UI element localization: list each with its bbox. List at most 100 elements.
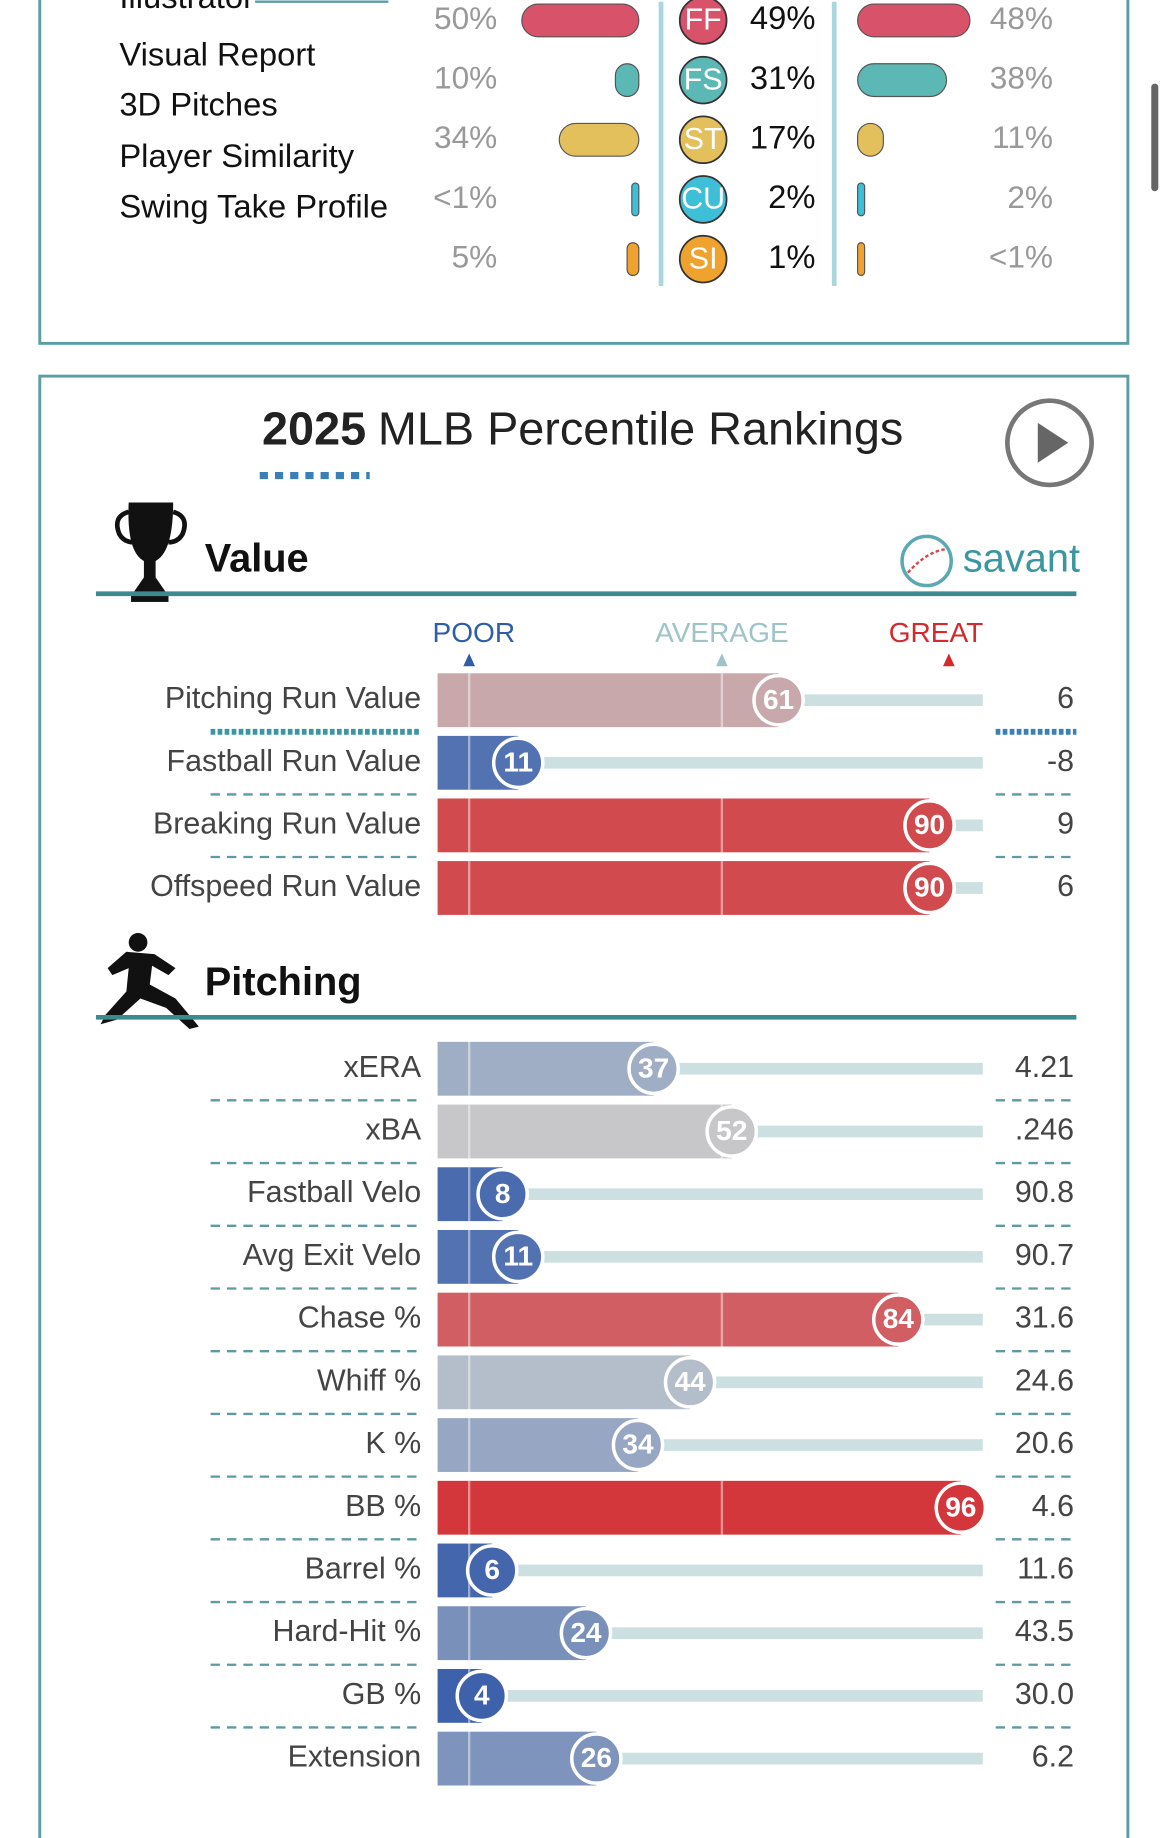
percentile-value: 61 (763, 684, 794, 715)
pitch-badge (678, 55, 728, 105)
percentile-bar (437, 1355, 691, 1410)
track (653, 1062, 983, 1075)
track (731, 1125, 983, 1138)
play-button[interactable] (1005, 398, 1094, 488)
metric-label: xERA (343, 1050, 421, 1084)
usage-left-label: 34% (434, 119, 497, 155)
metric-label: Fastball Run Value (167, 744, 422, 778)
pitch-usage: 17% (750, 118, 816, 155)
track (481, 1690, 983, 1702)
percentile-circle (455, 1669, 509, 1723)
metric-label: Extension (288, 1740, 422, 1774)
section-title: Value (205, 536, 309, 580)
track (690, 1376, 983, 1389)
percentile-bar (437, 861, 930, 915)
usage-left-bar (614, 63, 640, 98)
track (518, 1251, 983, 1263)
metric-label: BB % (345, 1489, 421, 1523)
percentile-circle (559, 1606, 613, 1660)
scale-label: POOR (433, 617, 516, 648)
metric-label: Hard-Hit % (273, 1614, 422, 1648)
scale-arrow (716, 653, 728, 667)
pitcher-icon (100, 933, 199, 1029)
percentile-value: 96 (945, 1491, 976, 1522)
usage-left-bar (558, 122, 640, 157)
metric-label: Avg Exit Velo (243, 1238, 422, 1272)
percentile-value: 44 (674, 1366, 706, 1397)
metric-label: Whiff % (317, 1363, 421, 1397)
percentile-circle (476, 1167, 529, 1221)
stat-value: 9 (1057, 806, 1074, 840)
menu-item[interactable]: 3D Pitches (119, 86, 277, 123)
track (585, 1627, 983, 1640)
stat-value: 30.0 (1015, 1677, 1074, 1711)
usage-left-bar (626, 242, 640, 277)
menu-item[interactable]: Swing Take Profile (119, 187, 388, 224)
rankings-title: 2025 MLB Percentile Rankings (262, 403, 903, 455)
pitch-code: CU (681, 182, 725, 216)
pitch-badge (678, 0, 728, 45)
usage-left-bar (521, 3, 640, 38)
percentile-circle (752, 673, 805, 727)
stat-value: 90.8 (1015, 1175, 1074, 1209)
pitch-code: FS (684, 62, 723, 96)
percentile-value: 52 (716, 1115, 747, 1146)
rankings-card (38, 374, 1130, 1838)
brand: savant (963, 536, 1080, 580)
percentile-circle (903, 799, 956, 852)
usage-right-label: 48% (990, 0, 1053, 36)
percentile-value: 90 (914, 872, 945, 903)
usage-right-bar (857, 63, 948, 98)
percentile-circle (872, 1293, 925, 1346)
menu-item[interactable]: Visual Report (119, 35, 315, 72)
percentile-circle (627, 1042, 680, 1096)
menu-item[interactable]: Player Similarity (119, 137, 354, 174)
scrollbar[interactable] (1151, 83, 1159, 192)
usage-left-label: 10% (434, 59, 497, 95)
play-icon (1037, 422, 1069, 463)
percentile-circle (934, 1481, 988, 1535)
usage-right-bar (857, 122, 884, 157)
track (929, 882, 983, 894)
stat-value: 31.6 (1015, 1301, 1074, 1335)
percentile-bar (437, 1104, 732, 1159)
title-year: 2025 (262, 403, 366, 455)
savant-logo: savant (900, 534, 1080, 588)
usage-left-label: <1% (433, 179, 497, 215)
percentile-value: 34 (622, 1429, 654, 1460)
pitch-usage: 49% (750, 0, 816, 36)
pitch-badge (678, 234, 728, 284)
usage-right-bar (857, 182, 866, 217)
usage-left-bar (631, 182, 640, 217)
percentile-circle (491, 736, 545, 790)
scale-label: AVERAGE (655, 617, 789, 648)
menu-item[interactable]: Illustrator (119, 0, 254, 15)
percentile-bar (437, 1041, 654, 1096)
percentile-circle (611, 1418, 665, 1472)
metric-label: Pitching Run Value (165, 681, 421, 715)
scale-arrow (943, 653, 955, 667)
metric-label: Barrel % (305, 1551, 422, 1585)
track (898, 1313, 983, 1326)
stat-value: .246 (1015, 1113, 1074, 1147)
pitch-code: FF (685, 3, 722, 37)
pitch-badge (678, 115, 728, 165)
usage-right-bar (857, 3, 971, 38)
percentile-value: 11 (503, 1240, 533, 1271)
stat-value: -8 (1047, 744, 1074, 778)
percentile-circle (903, 861, 956, 915)
track (638, 1439, 983, 1451)
metric-label: GB % (342, 1677, 421, 1711)
track (929, 819, 983, 832)
percentile-circle (465, 1544, 519, 1597)
pitch-code: ST (684, 122, 723, 156)
percentile-value: 6 (484, 1554, 500, 1585)
pitch-usage: 31% (750, 59, 816, 96)
section-title: Pitching (205, 960, 362, 1004)
metric-label: xBA (365, 1113, 421, 1147)
scale-arrow (463, 653, 476, 667)
track (502, 1188, 983, 1201)
usage-left-label: 5% (452, 238, 498, 274)
